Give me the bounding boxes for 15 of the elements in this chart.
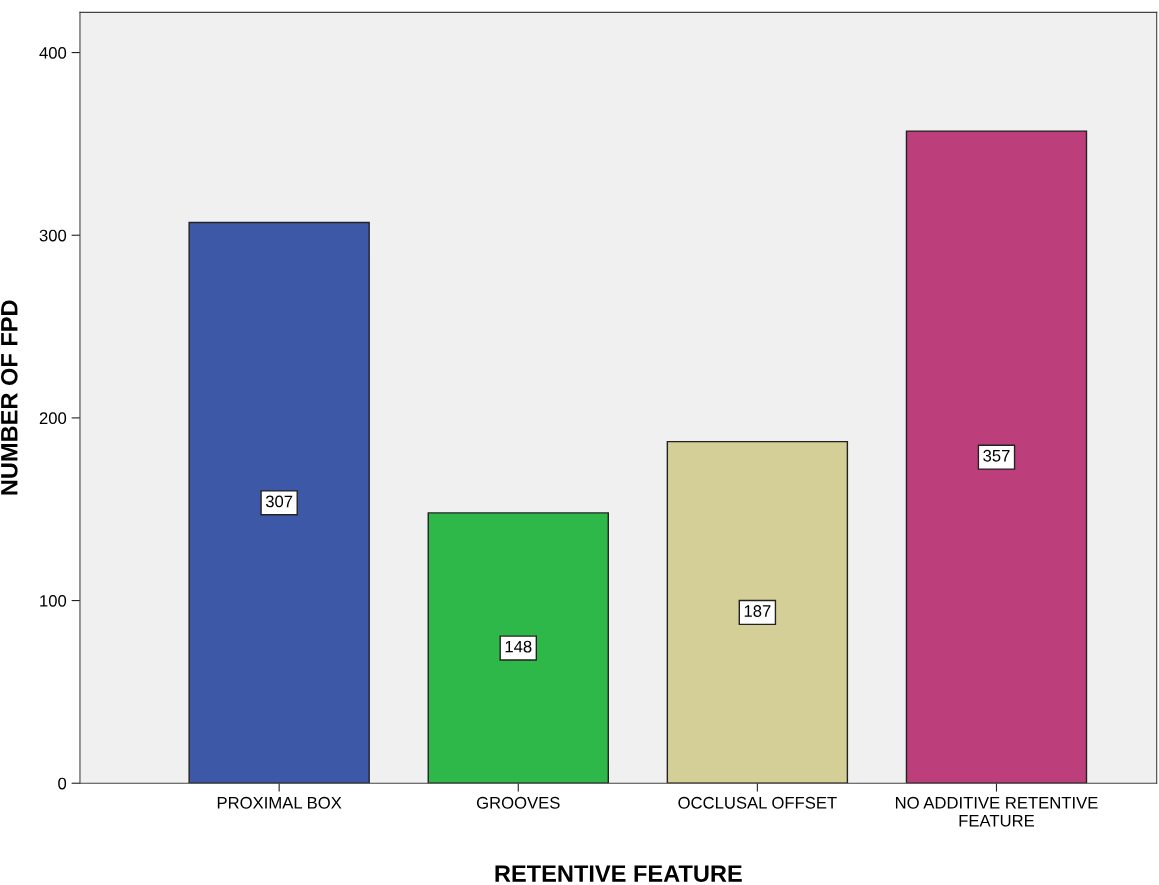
x-tick-label: GROOVES xyxy=(476,796,560,809)
x-tick-label: NO ADDITIVE RETENTIVE FEATURE xyxy=(895,796,1098,827)
data-label: 307 xyxy=(265,495,293,508)
x-tick-label: PROXIMAL BOX xyxy=(217,796,342,809)
y-tick-label: 0 xyxy=(58,777,67,790)
data-label: 187 xyxy=(744,605,771,617)
y-axis-title: NUMBER OF FPD xyxy=(0,300,18,495)
data-label: 357 xyxy=(983,449,1010,462)
y-tick-label: 400 xyxy=(39,46,67,59)
y-tick-label: 300 xyxy=(39,229,67,242)
y-tick-label: 200 xyxy=(39,412,67,425)
y-tick-label: 100 xyxy=(40,594,67,607)
x-tick-label: OCCLUSAL OFFSET xyxy=(678,796,837,809)
data-label: 148 xyxy=(505,640,532,653)
x-axis-title: RETENTIVE FEATURE xyxy=(495,865,742,882)
